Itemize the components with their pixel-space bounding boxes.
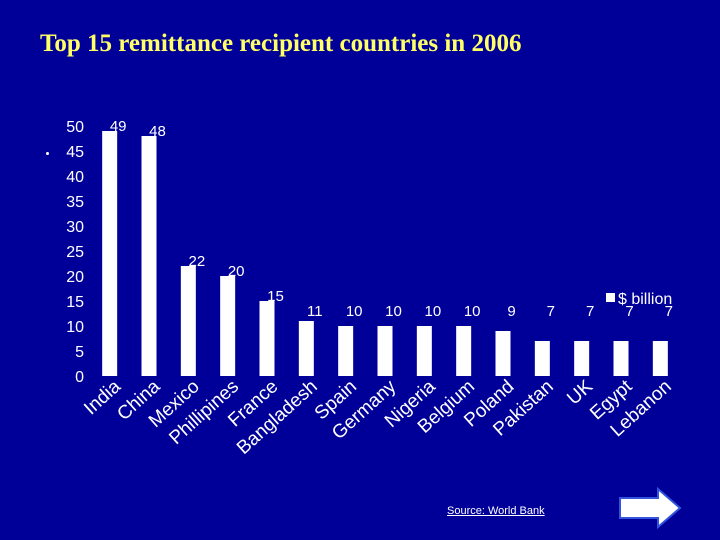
- legend: $ billion: [606, 291, 672, 308]
- bar-value-label: 10: [464, 303, 481, 320]
- bar: [456, 326, 472, 376]
- y-tick-label: 0: [75, 369, 84, 386]
- bar-series: [102, 131, 668, 376]
- y-tick-label: 45: [66, 144, 84, 161]
- y-tick-label: 40: [66, 169, 84, 186]
- bar-value-label: 11: [307, 303, 323, 320]
- y-tick-label: 5: [75, 344, 84, 361]
- bar-value-label: 48: [149, 123, 166, 140]
- bar-value-label: 10: [346, 303, 363, 320]
- bar: [180, 266, 196, 376]
- bar-value-label: 49: [110, 118, 127, 135]
- right-arrow-icon[interactable]: [618, 487, 684, 529]
- y-tick-label: 35: [66, 194, 84, 211]
- bar-value-label: 7: [547, 303, 555, 320]
- bar-value-label: 9: [507, 303, 515, 320]
- y-tick-label: 20: [66, 269, 84, 286]
- slide-title: Top 15 remittance recipient countries in…: [40, 30, 522, 57]
- y-tick-label: 25: [66, 244, 84, 261]
- bar: [534, 341, 550, 376]
- bar-value-label: 20: [228, 263, 245, 280]
- bar: [652, 341, 668, 376]
- x-axis: IndiaChinaMexicoPhillipinesFranceBanglad…: [80, 376, 675, 459]
- bar: [574, 341, 590, 376]
- bar: [338, 326, 354, 376]
- bar: [141, 136, 157, 376]
- bar-value-label: 22: [188, 253, 205, 270]
- bar: [613, 341, 629, 376]
- data-labels: 49 48 22 20 15 11 10 10 10 10 9 7 7 7 7: [110, 118, 673, 320]
- y-axis: 0 5 10 15 20 25 30 35 40 45 50: [66, 119, 84, 386]
- bar: [377, 326, 393, 376]
- decorative-dot: [46, 152, 49, 155]
- bar: [298, 321, 314, 376]
- bar: [495, 331, 511, 376]
- bar-value-label: 7: [586, 303, 594, 320]
- source-link[interactable]: Source: World Bank: [447, 505, 545, 517]
- legend-swatch: [606, 293, 615, 302]
- bar-value-label: 7: [665, 303, 673, 320]
- y-tick-label: 10: [66, 319, 84, 336]
- bar: [259, 301, 275, 376]
- legend-label: $ billion: [618, 291, 672, 308]
- bar-value-label: 10: [424, 303, 441, 320]
- bar: [220, 276, 236, 376]
- bar: [102, 131, 118, 376]
- bar-value-label: 10: [385, 303, 402, 320]
- y-tick-label: 50: [66, 119, 84, 136]
- y-tick-label: 30: [66, 219, 84, 236]
- bar: [416, 326, 432, 376]
- bar-value-label: 15: [267, 288, 284, 305]
- bar-value-label: 7: [625, 303, 633, 320]
- y-tick-label: 15: [66, 294, 84, 311]
